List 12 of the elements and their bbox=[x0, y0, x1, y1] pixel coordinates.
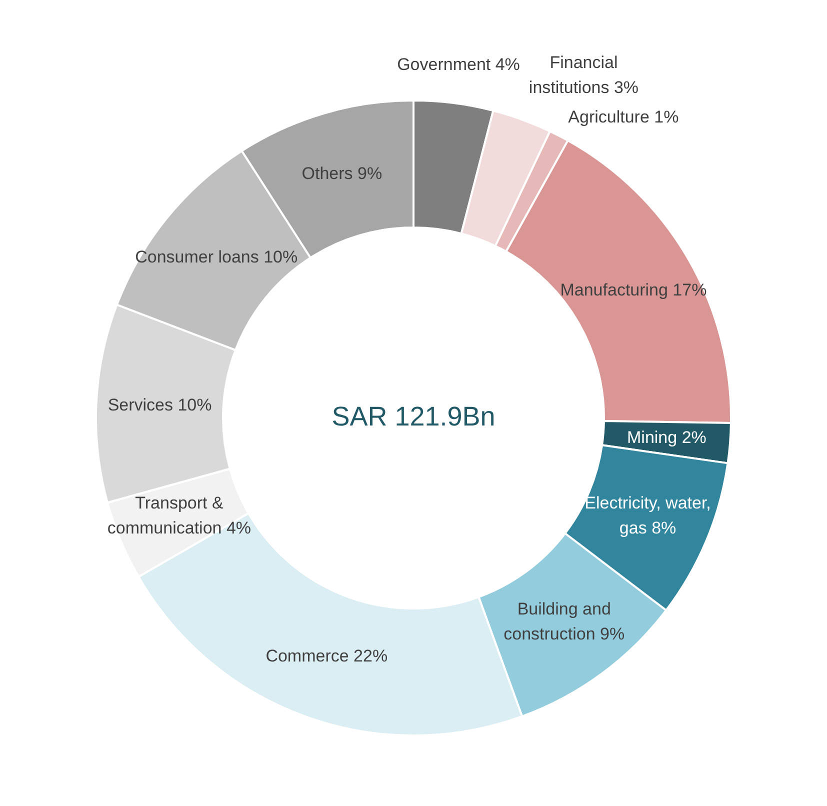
slice-label: Consumer loans 10% bbox=[135, 248, 298, 267]
slice-label: Commerce 22% bbox=[266, 646, 388, 666]
slice-label: Others 9% bbox=[302, 164, 382, 183]
slice-label: Agriculture 1% bbox=[568, 108, 679, 127]
slice-label: Government 4% bbox=[397, 55, 520, 74]
slice-label: Transport & communication 4% bbox=[107, 493, 252, 538]
slice-label: Building and construction 9% bbox=[504, 600, 625, 644]
slice-label: Electricity, water, gas 8% bbox=[584, 493, 711, 538]
text: SAR 121.9Bn bbox=[332, 401, 496, 432]
slice-label: Financial institutions 3% bbox=[528, 53, 639, 98]
slice-label: Mining 2% bbox=[627, 428, 706, 447]
slice-label: Services 10% bbox=[108, 396, 212, 415]
